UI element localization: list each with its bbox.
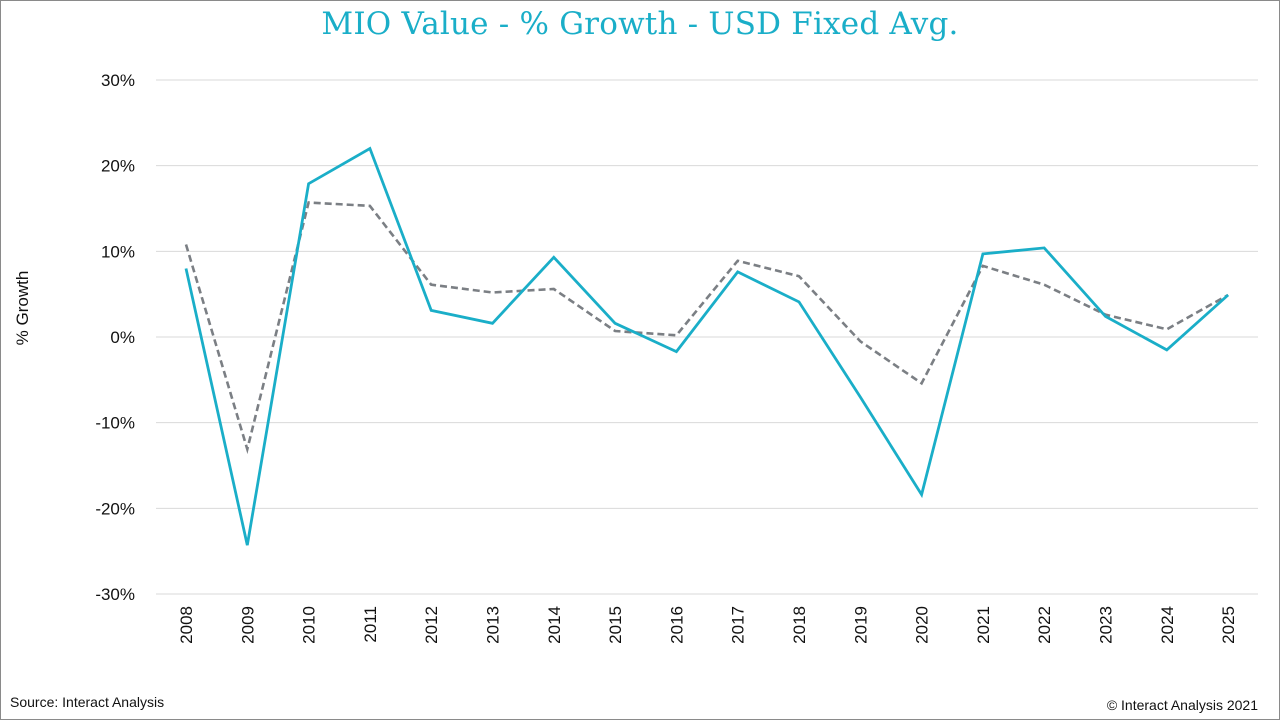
series-line-fixed-average bbox=[184, 201, 1229, 455]
chart-title: MIO Value - % Growth - USD Fixed Avg. bbox=[321, 6, 959, 42]
x-tick-label: 2022 bbox=[1035, 606, 1054, 644]
x-tick-label: 2018 bbox=[790, 606, 809, 644]
x-tick-label: 2017 bbox=[729, 606, 748, 644]
copyright-note: © Interact Analysis 2021 bbox=[1106, 697, 1258, 713]
x-tick-label: 2010 bbox=[300, 606, 319, 644]
x-tick-label: 2011 bbox=[361, 606, 380, 643]
x-tick-label: 2014 bbox=[545, 606, 564, 644]
y-tick-label: -30% bbox=[95, 585, 135, 604]
x-tick-label: 2024 bbox=[1158, 606, 1177, 644]
y-tick-label: 10% bbox=[101, 242, 135, 261]
source-note: Source: Interact Analysis bbox=[10, 694, 165, 710]
y-tick-label: 20% bbox=[101, 157, 135, 176]
x-tick-label: 2012 bbox=[422, 606, 441, 644]
x-tick-label: 2023 bbox=[1097, 606, 1116, 644]
y-axis-ticks: 30% 20% 10% 0% -10% -20% -30% bbox=[95, 71, 135, 604]
x-tick-label: 2009 bbox=[238, 606, 257, 644]
series-line-mio-value bbox=[184, 146, 1230, 546]
x-tick-label: 2021 bbox=[974, 606, 993, 644]
x-axis-ticks: 2008 2009 2010 2011 2012 2013 2014 2015 2016 2017… bbox=[177, 606, 1238, 644]
y-tick-label: -20% bbox=[95, 499, 135, 518]
y-tick-label: 30% bbox=[101, 71, 135, 90]
x-tick-label: 2013 bbox=[484, 606, 503, 644]
y-axis-label: % Growth bbox=[13, 271, 32, 346]
x-tick-label: 2025 bbox=[1219, 606, 1238, 644]
x-tick-label: 2020 bbox=[913, 606, 932, 644]
x-tick-label: 2019 bbox=[851, 606, 870, 644]
gridlines bbox=[156, 79, 1258, 595]
x-tick-label: 2016 bbox=[667, 606, 686, 644]
series-lines bbox=[184, 146, 1230, 546]
x-tick-label: 2008 bbox=[177, 606, 196, 644]
x-tick-label: 2015 bbox=[606, 606, 625, 644]
y-tick-label: -10% bbox=[95, 414, 135, 433]
y-tick-label: 0% bbox=[110, 328, 135, 347]
